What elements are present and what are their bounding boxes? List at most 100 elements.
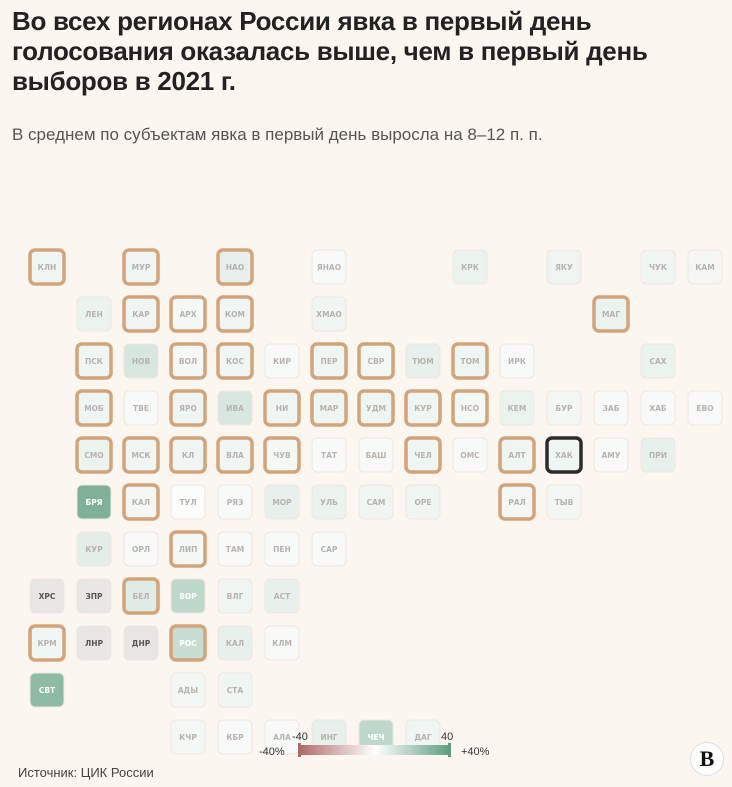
region-cell[interactable]: САМ <box>358 484 394 520</box>
region-cell[interactable]: ЛЕН <box>76 296 112 332</box>
region-cell[interactable]: НАО <box>216 248 254 286</box>
region-cell[interactable]: НИ <box>263 389 301 427</box>
region-cell[interactable]: ХАБ <box>640 390 676 426</box>
region-cell[interactable]: КРМ <box>28 624 66 662</box>
region-cell-bg <box>451 389 489 427</box>
region-cell[interactable]: БРЯ <box>76 484 112 520</box>
region-cell[interactable]: КЛН <box>28 248 66 286</box>
region-cell[interactable]: ТВЕ <box>123 390 159 426</box>
region-cell[interactable]: АРХ <box>169 295 207 333</box>
region-cell-bg <box>217 390 253 426</box>
region-cell[interactable]: ХАК <box>545 436 583 474</box>
region-cell[interactable]: ЯКУ <box>546 249 582 285</box>
region-cell[interactable]: БАШ <box>358 437 394 473</box>
region-cell[interactable]: КЛ <box>169 436 207 474</box>
region-cell[interactable]: БЕЛ <box>122 577 160 615</box>
region-cell[interactable]: ХРС <box>29 578 65 614</box>
region-cell[interactable]: АЛА <box>264 719 300 755</box>
region-cell[interactable]: ПРИ <box>640 437 676 473</box>
region-cell[interactable]: СМО <box>75 436 113 474</box>
region-cell[interactable]: БУР <box>546 390 582 426</box>
region-cell[interactable]: ТУЛ <box>170 484 206 520</box>
region-cell[interactable]: ВОЛ <box>169 342 207 380</box>
region-cell-bg <box>311 531 347 567</box>
region-cell[interactable]: УДМ <box>357 389 395 427</box>
region-cell[interactable]: ТЮМ <box>405 343 441 379</box>
region-cell[interactable]: ЧЕЛ <box>404 436 442 474</box>
region-cell[interactable]: КАР <box>122 295 160 333</box>
region-cell[interactable]: КУР <box>76 531 112 567</box>
region-cell-label: КРМ <box>37 639 56 648</box>
region-cell[interactable]: КЕМ <box>499 390 535 426</box>
region-cell[interactable]: МОБ <box>75 389 113 427</box>
region-cell[interactable]: РАЛ <box>498 483 536 521</box>
region-cell[interactable]: ЯРО <box>169 389 207 427</box>
region-cell[interactable]: КЧР <box>170 719 206 755</box>
region-cell-bg <box>29 578 65 614</box>
region-cell[interactable]: ПЕН <box>264 531 300 567</box>
region-cell[interactable]: ТАТ <box>311 437 347 473</box>
region-cell[interactable]: МСК <box>122 436 160 474</box>
region-cell[interactable]: ТОМ <box>451 342 489 380</box>
region-cell[interactable]: АДЫ <box>170 672 206 708</box>
region-cell[interactable]: ТЫВ <box>546 484 582 520</box>
region-cell-bg <box>217 719 253 755</box>
region-cell[interactable]: КАЛ <box>122 483 160 521</box>
region-cell[interactable]: ИВА <box>217 390 253 426</box>
region-cell[interactable]: МУР <box>122 248 160 286</box>
region-cell-bg <box>217 578 253 614</box>
legend-min-pct-label: -40% <box>259 746 285 758</box>
region-cell[interactable]: КОМ <box>216 295 254 333</box>
region-cell-bg <box>123 625 159 661</box>
region-cell[interactable]: КЛМ <box>264 625 300 661</box>
region-cell-label: АДЫ <box>178 686 198 695</box>
region-cell[interactable]: САР <box>311 531 347 567</box>
region-cell[interactable]: ЗПР <box>76 578 112 614</box>
region-cell[interactable]: МОР <box>264 484 300 520</box>
region-cell[interactable]: КБР <box>217 719 253 755</box>
region-cell[interactable]: ПСК <box>75 342 113 380</box>
region-cell[interactable]: АЛТ <box>498 436 536 474</box>
region-cell[interactable]: КИР <box>264 343 300 379</box>
legend-max-marker <box>448 743 451 757</box>
region-cell[interactable]: КАЛ <box>217 625 253 661</box>
region-cell[interactable]: ОРЛ <box>123 531 159 567</box>
region-cell[interactable]: СТА <box>217 672 253 708</box>
region-cell-bg <box>640 249 676 285</box>
region-cell[interactable]: НОВ <box>123 343 159 379</box>
region-cell[interactable]: УЛЬ <box>311 484 347 520</box>
region-cell[interactable]: ВЛГ <box>217 578 253 614</box>
region-cell[interactable]: РЯЗ <box>217 484 253 520</box>
region-cell[interactable]: ПЕР <box>310 342 348 380</box>
region-cell-label: НИ <box>276 404 289 413</box>
region-cell[interactable]: МАГ <box>592 295 630 333</box>
region-cell[interactable]: РОС <box>169 624 207 662</box>
region-cell[interactable]: ДНР <box>123 625 159 661</box>
region-cell[interactable]: ЧУК <box>640 249 676 285</box>
region-cell[interactable]: ЯНАО <box>311 249 347 285</box>
region-cell-label: СТА <box>227 686 244 695</box>
region-cell[interactable]: АСТ <box>264 578 300 614</box>
region-cell[interactable]: КРК <box>452 249 488 285</box>
region-cell[interactable]: ТАМ <box>217 531 253 567</box>
region-cell[interactable]: ЕВО <box>687 390 723 426</box>
region-cell[interactable]: ХМАО <box>311 296 347 332</box>
region-cell[interactable]: САХ <box>640 343 676 379</box>
region-cell[interactable]: ОРЕ <box>405 484 441 520</box>
region-cell[interactable]: ВОР <box>170 578 206 614</box>
region-cell[interactable]: ЧУВ <box>263 436 301 474</box>
region-cell[interactable]: МАР <box>310 389 348 427</box>
region-cell[interactable]: СВР <box>357 342 395 380</box>
region-cell[interactable]: ЛИП <box>169 530 207 568</box>
region-cell[interactable]: АМУ <box>593 437 629 473</box>
region-cell[interactable]: КАМ <box>687 249 723 285</box>
region-cell[interactable]: ЛНР <box>76 625 112 661</box>
region-cell[interactable]: ИРК <box>499 343 535 379</box>
region-cell[interactable]: КОС <box>216 342 254 380</box>
region-cell[interactable]: ОМС <box>452 437 488 473</box>
region-cell[interactable]: КУР <box>404 389 442 427</box>
region-cell[interactable]: ЗАБ <box>593 390 629 426</box>
region-cell[interactable]: СВТ <box>29 672 65 708</box>
region-cell[interactable]: НСО <box>451 389 489 427</box>
region-cell[interactable]: ВЛА <box>216 436 254 474</box>
